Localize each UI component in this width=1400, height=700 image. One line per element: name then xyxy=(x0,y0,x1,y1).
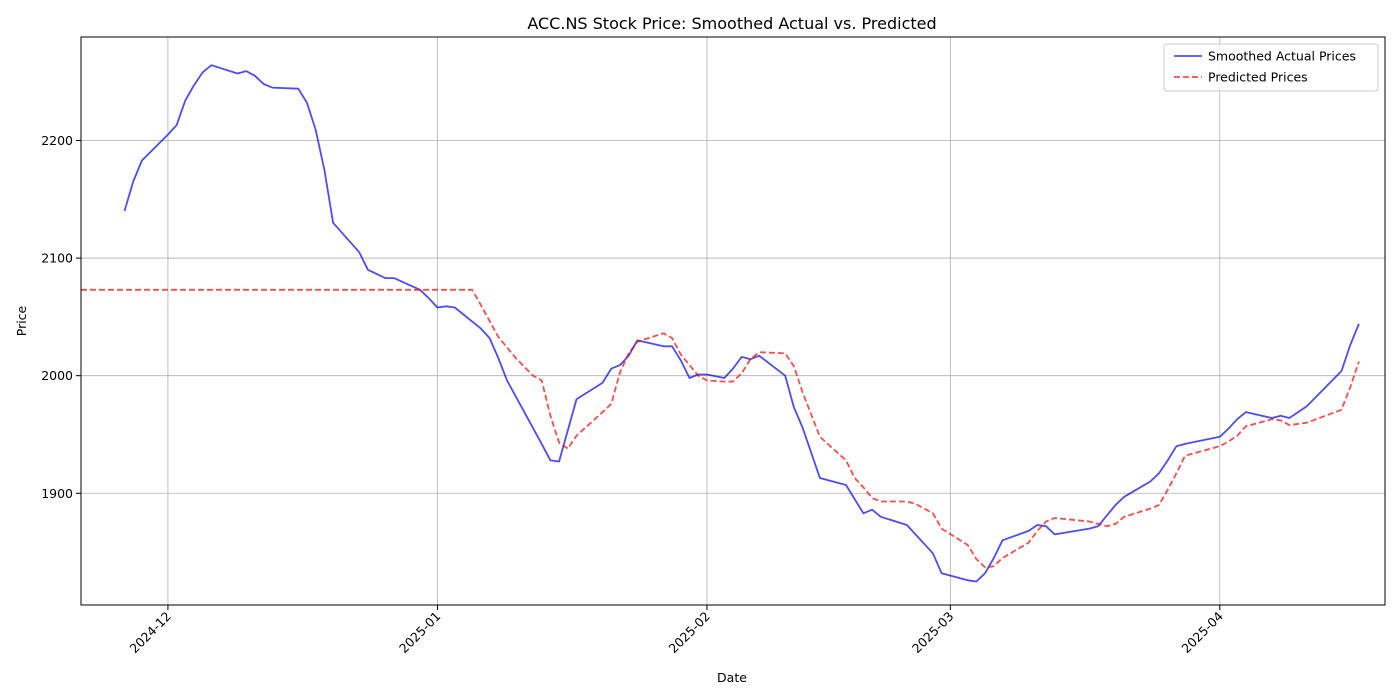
grid-lines xyxy=(81,37,1385,605)
y-tick-label: 2200 xyxy=(41,133,73,148)
y-axis-ticks: 1900 2000 2100 2200 xyxy=(41,133,81,501)
y-tick-label: 2000 xyxy=(41,368,73,383)
legend: Smoothed Actual Prices Predicted Prices xyxy=(1163,43,1379,92)
chart-title: ACC.NS Stock Price: Smoothed Actual vs. … xyxy=(527,14,936,33)
y-tick-label: 2100 xyxy=(41,251,73,266)
plot-area-frame xyxy=(80,36,1386,606)
legend-label: Smoothed Actual Prices xyxy=(1208,49,1356,64)
series-line-predicted xyxy=(81,288,1360,569)
legend-box xyxy=(1163,43,1379,92)
series-line-actual xyxy=(123,64,1360,583)
x-axis-label: Date xyxy=(717,670,747,685)
legend-label: Predicted Prices xyxy=(1208,70,1308,85)
series-lines xyxy=(81,64,1360,583)
y-axis-label: Price xyxy=(14,305,29,336)
y-tick-label: 1900 xyxy=(41,486,73,501)
